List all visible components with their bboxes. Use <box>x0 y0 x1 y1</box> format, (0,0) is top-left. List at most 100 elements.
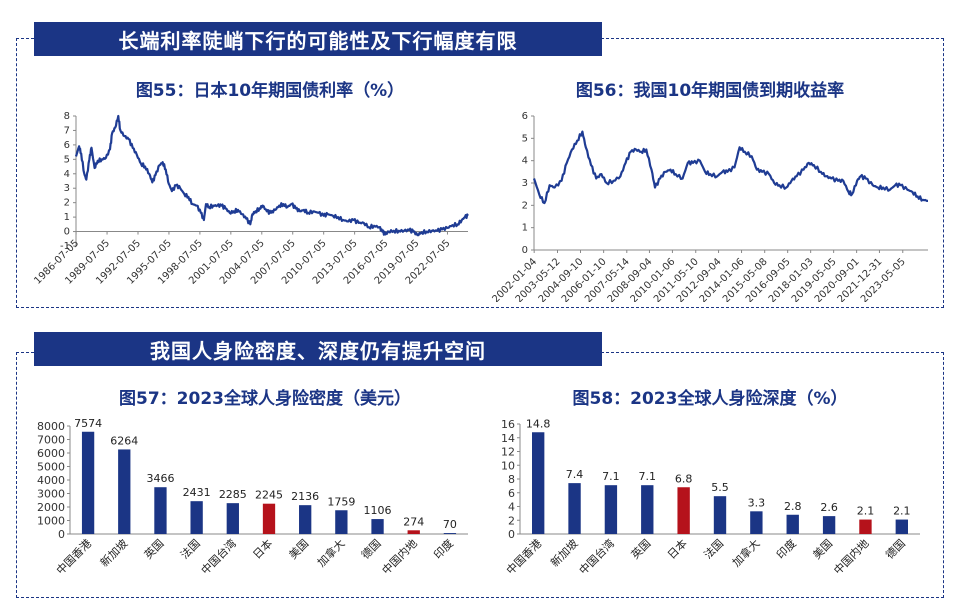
y-tick-label: 7000 <box>37 434 65 447</box>
bar <box>822 516 836 534</box>
bar <box>604 485 618 534</box>
bar <box>859 519 872 534</box>
y-tick-label: 2000 <box>37 501 65 514</box>
bar <box>190 501 203 534</box>
y-tick-label: 1 <box>522 223 528 234</box>
section1-banner: 长端利率陡峭下行的可能性及下行幅度有限 <box>34 22 602 56</box>
category-label: 中国香港 <box>504 537 544 577</box>
bar <box>786 514 799 534</box>
category-label: 中国香港 <box>54 537 94 577</box>
category-label: 新加坡 <box>547 536 580 569</box>
bar <box>568 483 581 534</box>
y-tick-label: 7 <box>64 125 70 136</box>
fig56-title: 图56：我国10年期国债到期收益率 <box>575 81 845 101</box>
category-label: 中国台湾 <box>576 536 617 577</box>
category-label: 印度 <box>773 536 798 561</box>
bar-value-label: 7.1 <box>639 470 657 483</box>
y-tick-label: 6 <box>522 111 528 122</box>
y-tick-label: 0 <box>508 528 515 541</box>
fig55-chart: -10123456781986-07-051989-07-051992-07-0… <box>32 111 469 287</box>
bar <box>118 449 131 534</box>
y-tick-label: 6 <box>508 487 515 500</box>
category-label: 中国内地 <box>379 536 420 577</box>
bar-value-label: 274 <box>403 515 424 528</box>
bar <box>371 519 384 534</box>
bar <box>895 519 908 534</box>
bar-value-label: 1106 <box>364 504 392 517</box>
category-label: 加拿大 <box>314 536 347 569</box>
category-label: 日本 <box>664 536 689 561</box>
bar-value-label: 7574 <box>74 417 102 430</box>
category-label: 德国 <box>358 536 383 561</box>
y-tick-label: 14 <box>501 432 515 445</box>
fig55-title: 图55：日本10年期国债利率（%） <box>135 81 405 101</box>
bar-value-label: 2136 <box>291 490 319 503</box>
bar-value-label: 3.3 <box>748 496 766 509</box>
y-tick-label: 5 <box>522 133 528 144</box>
y-tick-label: 4 <box>64 169 70 180</box>
y-tick-label: 3 <box>64 183 70 194</box>
bar <box>532 432 545 534</box>
series-line <box>74 114 469 237</box>
y-tick-label: 16 <box>501 418 515 431</box>
y-tick-label: 4000 <box>37 474 65 487</box>
y-tick-label: 12 <box>501 446 515 459</box>
bar <box>262 503 276 534</box>
category-label: 日本 <box>250 536 275 561</box>
bar-value-label: 70 <box>443 518 457 531</box>
fig57-title: 图57：2023全球人身险密度（美元） <box>119 389 411 409</box>
section2-banner: 我国人身险密度、深度仍有提升空间 <box>34 332 602 366</box>
category-label: 法国 <box>177 536 202 561</box>
bar-value-label: 2.8 <box>784 500 802 513</box>
category-label: 英国 <box>141 536 166 561</box>
bar <box>713 496 727 534</box>
y-tick-label: 8000 <box>37 420 65 433</box>
bar-value-label: 7.4 <box>566 468 584 481</box>
bar <box>750 511 763 534</box>
bar <box>641 485 654 534</box>
bar-value-label: 2245 <box>255 489 283 502</box>
y-tick-label: 3000 <box>37 488 65 501</box>
bar <box>154 487 167 534</box>
category-label: 美国 <box>287 537 312 562</box>
y-tick-label: 4 <box>508 501 515 514</box>
y-tick-label: 10 <box>501 459 515 472</box>
bar-value-label: 7.1 <box>602 470 620 483</box>
bar <box>443 533 457 534</box>
category-label: 英国 <box>628 536 653 561</box>
fig58-title: 图58：2023全球人身险深度（%） <box>572 389 848 409</box>
category-label: 法国 <box>701 536 726 561</box>
bar-value-label: 6.8 <box>675 472 693 485</box>
y-tick-label: 8 <box>508 473 515 486</box>
bar-value-label: 6264 <box>110 434 138 447</box>
bar <box>81 431 95 534</box>
y-tick-label: 5 <box>64 154 70 165</box>
bar-value-label: 1759 <box>327 495 355 508</box>
y-tick-label: -1 <box>60 241 70 252</box>
bar-value-label: 5.5 <box>711 481 729 494</box>
category-label: 中国内地 <box>831 536 872 577</box>
bar <box>335 510 348 534</box>
bar <box>407 530 420 534</box>
y-tick-label: 6 <box>64 140 70 151</box>
y-tick-label: 4 <box>522 156 528 167</box>
bar-value-label: 2.1 <box>857 505 875 518</box>
bar <box>677 487 690 534</box>
bar-value-label: 2431 <box>183 486 211 499</box>
category-label: 德国 <box>882 536 907 561</box>
y-tick-label: 2 <box>522 200 528 211</box>
y-tick-label: 0 <box>64 227 70 238</box>
series-line <box>532 130 928 205</box>
y-tick-label: 1 <box>64 212 70 223</box>
y-tick-label: 2 <box>508 514 515 527</box>
bar-value-label: 14.8 <box>526 417 551 430</box>
y-tick-label: 5000 <box>37 461 65 474</box>
y-tick-label: 0 <box>58 528 65 541</box>
category-label: 美国 <box>810 537 835 562</box>
y-tick-label: 1000 <box>37 515 65 528</box>
category-label: 中国台湾 <box>198 536 239 577</box>
bar-value-label: 2.6 <box>820 501 838 514</box>
bar <box>226 503 239 534</box>
